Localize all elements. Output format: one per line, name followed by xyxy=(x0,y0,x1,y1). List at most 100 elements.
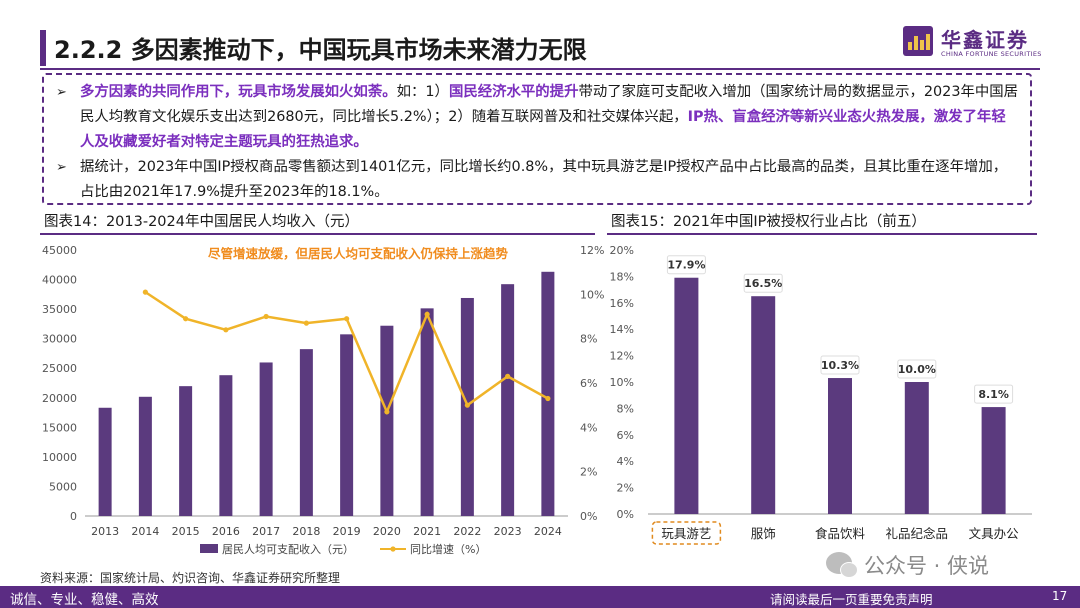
y-right-tick-label: 6% xyxy=(580,377,597,390)
x-tick-label: 2024 xyxy=(534,525,562,538)
x-tick-label: 2016 xyxy=(212,525,240,538)
x-tick-label: 2015 xyxy=(172,525,200,538)
y-right-tick-label: 2% xyxy=(580,466,597,479)
y-tick-label: 12% xyxy=(610,350,634,363)
y-left-tick-label: 10000 xyxy=(42,451,77,464)
share-bar xyxy=(751,296,776,514)
y-left-tick-label: 20000 xyxy=(42,392,77,405)
x-tick-label: 2019 xyxy=(333,525,361,538)
watermark: 公众号 · 侠说 xyxy=(826,548,1056,582)
chart15-ip-share: 0% 2% 4% 6% 8% 10% 12% 14% 16% 18% 20% 17.9% 玩具游艺 16.… xyxy=(610,244,1032,545)
growth-point xyxy=(344,316,350,322)
y-left-tick-label: 45000 xyxy=(42,244,77,257)
chart15-title: 图表15：2021年中国IP被授权行业占比（前五） xyxy=(611,214,926,230)
x-tick-label: 2021 xyxy=(413,525,441,538)
growth-point xyxy=(384,409,390,415)
y-right-tick-label: 8% xyxy=(580,333,597,346)
paragraph-2: ➢ 据统计，2023年中国IP授权商品零售额达到1401亿元，同比增长约0.8%… xyxy=(56,155,1020,205)
x-tick-label: 玩具游艺 xyxy=(661,526,711,541)
growth-point xyxy=(223,327,229,333)
income-bar xyxy=(219,375,233,516)
y-right-tick-label: 0% xyxy=(580,510,597,523)
legend-swatch-bar xyxy=(200,544,218,553)
arrow-bullet-icon: ➢ xyxy=(56,160,67,175)
data-label: 10.3% xyxy=(821,359,859,372)
growth-point xyxy=(303,320,309,326)
company-logo: 华鑫证券 CHINA FORTUNE SECURITIES xyxy=(903,24,1053,64)
watermark-text: 公众号 · 侠说 xyxy=(864,554,990,578)
x-tick-label: 2013 xyxy=(91,525,119,538)
data-label-box xyxy=(974,384,1014,404)
highlight-text: 国民经济水平的提升 xyxy=(448,84,579,100)
income-bar xyxy=(98,407,112,516)
logo-name: 华鑫证券 xyxy=(941,28,1029,52)
data-label: 10.0% xyxy=(898,363,936,376)
body-text: 如：1） xyxy=(396,84,449,100)
growth-point xyxy=(424,311,430,317)
summary-box: ➢ 多方因素的共同作用下，玩具市场发展如火如荼。如：1）国民经济水平的提升带动了… xyxy=(42,73,1032,205)
x-tick-label: 2022 xyxy=(453,525,481,538)
x-tick-label: 2020 xyxy=(373,525,401,538)
x-tick-label: 食品饮料 xyxy=(815,526,866,541)
share-bar xyxy=(674,277,699,514)
y-tick-label: 4% xyxy=(617,455,634,468)
wechat-icon xyxy=(826,552,858,578)
body-text: 带动了家庭可支配收入增加（国家统计局的数据显示，2023年中国居民人均教育文化娱… xyxy=(80,84,1019,125)
slide-title-bar: 2.2.2 多因素推动下，中国玩具市场未来潜力无限 xyxy=(40,26,900,72)
logo-english-name: CHINA FORTUNE SECURITIES xyxy=(941,50,1042,58)
page-number: 17 xyxy=(1052,589,1068,603)
income-bar xyxy=(138,396,152,516)
x-tick-label: 文具办公 xyxy=(969,526,1020,541)
growth-point xyxy=(505,373,511,379)
x-tick-label: 2018 xyxy=(292,525,320,538)
growth-point xyxy=(183,316,189,322)
x-tick-label: 2023 xyxy=(494,525,522,538)
share-bar xyxy=(828,378,852,514)
chart14-title: 图表14：2013-2024年中国居民人均收入（元） xyxy=(44,214,359,230)
data-label: 8.1% xyxy=(978,388,1009,401)
y-tick-label: 20% xyxy=(610,244,634,257)
income-bar xyxy=(340,334,354,516)
growth-point xyxy=(142,289,148,295)
income-bar xyxy=(259,362,273,516)
title-accent xyxy=(40,30,46,66)
growth-point xyxy=(464,402,470,408)
source-note: 资料来源：国家统计局、灼识咨询、华鑫证券研究所整理 xyxy=(40,571,341,585)
y-right-tick-label: 4% xyxy=(580,421,597,434)
data-label-box xyxy=(666,255,706,275)
income-bar xyxy=(420,308,434,516)
body-text: 据统计，2023年中国IP授权商品零售额达到1401亿元，同比增长约0.8%，其… xyxy=(80,159,1008,200)
y-tick-label: 2% xyxy=(617,482,634,495)
data-label: 16.5% xyxy=(744,277,782,290)
data-label-box xyxy=(897,359,937,379)
y-tick-label: 0% xyxy=(617,508,634,521)
y-tick-label: 16% xyxy=(610,297,634,310)
y-left-tick-label: 5000 xyxy=(49,480,77,493)
y-tick-label: 6% xyxy=(617,429,634,442)
y-right-tick-label: 12% xyxy=(580,244,604,257)
income-bar xyxy=(541,271,555,516)
chart14-income: 0 5000 10000 15000 20000 25000 30000 35000 40000… xyxy=(42,244,604,556)
legend-label: 居民人均可支配收入（元） xyxy=(222,542,354,556)
y-tick-label: 10% xyxy=(610,376,634,389)
paragraph-1: ➢ 多方因素的共同作用下，玩具市场发展如火如荼。如：1）国民经济水平的提升带动了… xyxy=(56,80,1020,155)
x-tick-label: 礼品纪念品 xyxy=(886,526,949,541)
growth-point xyxy=(263,313,269,320)
chart15-title-rule xyxy=(607,233,1037,235)
data-label: 17.9% xyxy=(667,259,705,272)
y-tick-label: 18% xyxy=(610,270,634,283)
footer-disclaimer: 请阅读最后一页重要免责声明 xyxy=(770,592,933,607)
share-bar xyxy=(981,407,1006,514)
income-bar xyxy=(179,386,193,516)
y-right-tick-label: 10% xyxy=(580,288,604,301)
legend-swatch-point xyxy=(390,546,396,552)
x-tick-label: 服饰 xyxy=(751,526,776,541)
title-rule xyxy=(40,68,1040,70)
income-bar xyxy=(501,284,515,516)
y-left-tick-label: 30000 xyxy=(42,333,77,346)
growth-point xyxy=(545,395,551,402)
arrow-bullet-icon: ➢ xyxy=(56,85,67,100)
data-label-box xyxy=(820,355,860,375)
data-label-box xyxy=(743,273,783,293)
income-bar xyxy=(380,325,394,516)
